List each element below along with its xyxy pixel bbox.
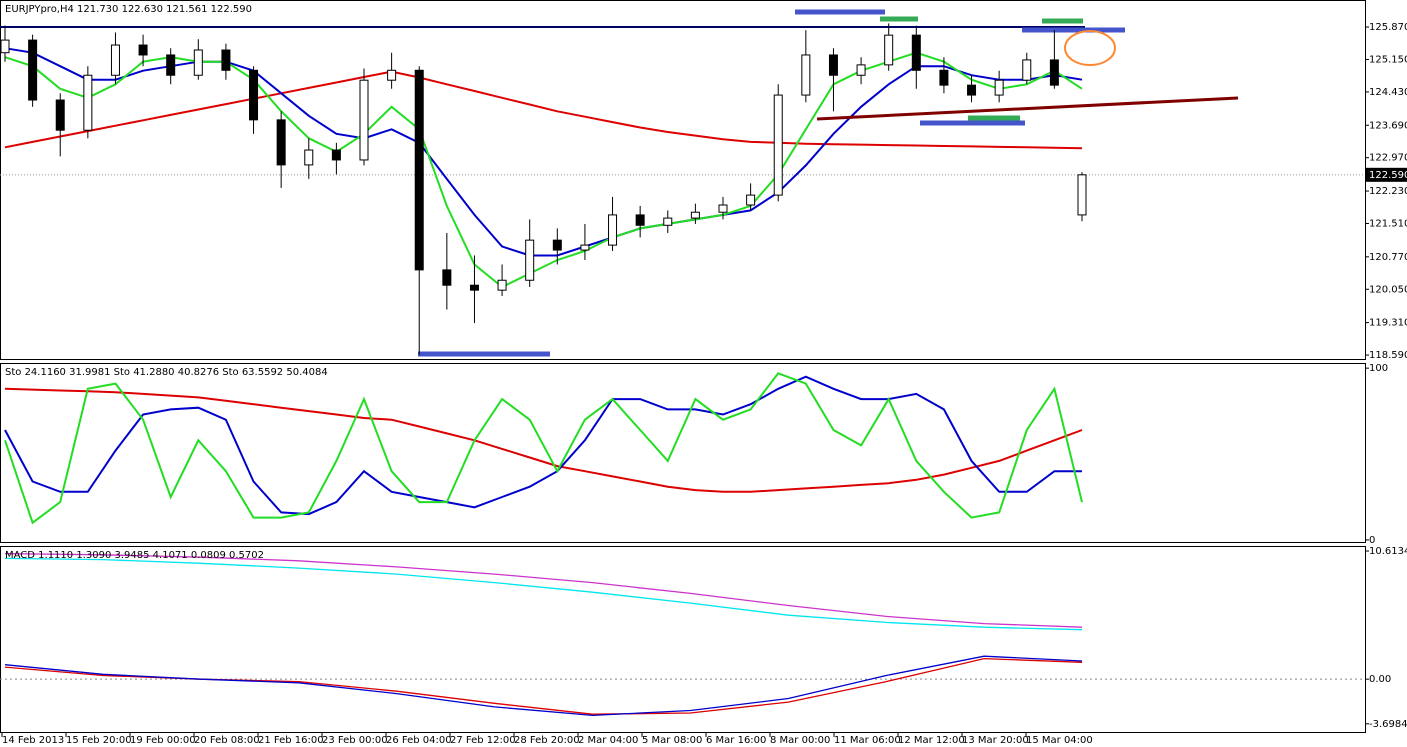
y-tick-label: -3.6984 [1369,719,1407,730]
candle-body [608,214,618,246]
indicator-line [4,51,1083,289]
candle-body [359,79,369,161]
y-tick-label: 125.150 [1369,54,1407,65]
candle-body [994,79,1004,96]
main-title: EURJPYpro,H4 121.730 122.630 121.561 122… [5,4,252,15]
y-tick-label: 0.00 [1369,674,1391,685]
indicator-line [4,557,1083,631]
indicator-line [4,372,1083,525]
candle-body [55,99,65,131]
x-tick-label: 15 Mar 04:00 [1026,735,1093,746]
trend-line [816,96,1239,121]
macd-panel [0,546,1366,733]
y-tick-label: 100 [1369,363,1388,374]
candle-body [442,269,452,286]
candle-body [276,119,286,166]
candle-body [718,204,728,213]
y-tick-label: 0 [1369,535,1375,546]
x-tick-label: 2 Mar 04:00 [578,735,638,746]
y-tick-label: 118.590 [1369,350,1407,361]
indicator-line [4,552,1083,628]
indicator-line [4,47,1083,257]
x-tick-label: 23 Feb 00:00 [322,735,388,746]
candle-body [83,74,93,131]
candle-body [856,64,866,76]
x-tick-label: 27 Feb 12:00 [450,735,516,746]
y-tick-label: 125.870 [1369,22,1407,33]
candle-body [193,49,203,76]
y-tick-label: 123.690 [1369,120,1407,131]
x-tick-label: 5 Mar 08:00 [642,735,702,746]
indicator-line [4,387,1083,493]
annotations [0,9,1239,357]
candle-body [110,44,120,76]
candle-body [387,69,397,81]
stochastic-panel [0,363,1366,543]
last-price-label: 122.590 [1369,170,1407,181]
x-tick-label: 14 Feb 2013 [2,735,64,746]
x-tick-label: 12 Mar 12:00 [898,735,965,746]
candle-body [221,49,231,71]
x-tick-label: 26 Feb 04:00 [386,735,452,746]
macd-title: MACD 1.1110 1.3090 3.9485 4.1071 0.0809 … [5,550,264,561]
y-tick-label: 120.770 [1369,252,1407,263]
candle-body [1049,59,1059,86]
x-tick-label: 15 Feb 20:00 [66,735,132,746]
y-tick-label: 122.230 [1369,186,1407,197]
y-tick-label: 10.6134 [1369,546,1407,557]
candle-body [552,239,562,251]
candle-body [138,44,148,56]
candle-body [690,211,700,219]
candle-body [1022,59,1032,81]
candle-body [773,94,783,196]
last-price-box [1366,167,1407,182]
highlight-ellipse [1064,30,1116,66]
y-tick-label: 122.970 [1369,153,1407,164]
candle-body [525,239,535,281]
candle-body [828,54,838,76]
x-tick-label: 6 Mar 16:00 [706,735,766,746]
y-tick-label: 120.050 [1369,284,1407,295]
candle-body [166,54,176,76]
indicator-line [4,70,1083,150]
candle-body [414,69,424,271]
candle-body [497,279,507,291]
main-panel [0,0,1366,360]
candle-body [0,39,10,54]
y-tick-label: 121.510 [1369,218,1407,229]
candle-body [580,244,590,251]
indicator-line [4,375,1082,516]
candle-body [249,69,259,121]
candle-body [746,194,756,206]
candle-body [967,84,977,96]
candle-body [884,34,894,66]
candle-body [469,284,479,291]
indicator-line [4,655,1083,717]
candle-body [635,214,645,226]
x-tick-label: 11 Mar 06:00 [834,735,901,746]
x-tick-label: 13 Mar 20:00 [962,735,1029,746]
candle-body [28,39,38,101]
candle-body [1077,174,1087,216]
stochastic-title: Sto 24.1160 31.9981 Sto 41.2880 40.8276 … [5,367,328,378]
x-tick-label: 19 Feb 00:00 [130,735,196,746]
candle-body [939,69,949,86]
x-tick-label: 28 Feb 20:00 [514,735,580,746]
x-tick-label: 20 Feb 08:00 [194,735,260,746]
candle-body [331,149,341,161]
y-tick-label: 119.310 [1369,318,1407,329]
y-tick-label: 124.430 [1369,87,1407,98]
candle-body [801,54,811,96]
x-tick-label: 8 Mar 00:00 [770,735,830,746]
x-tick-label: 21 Feb 16:00 [258,735,324,746]
candle-body [663,217,673,226]
candle-body [304,149,314,166]
candle-body [911,34,921,71]
